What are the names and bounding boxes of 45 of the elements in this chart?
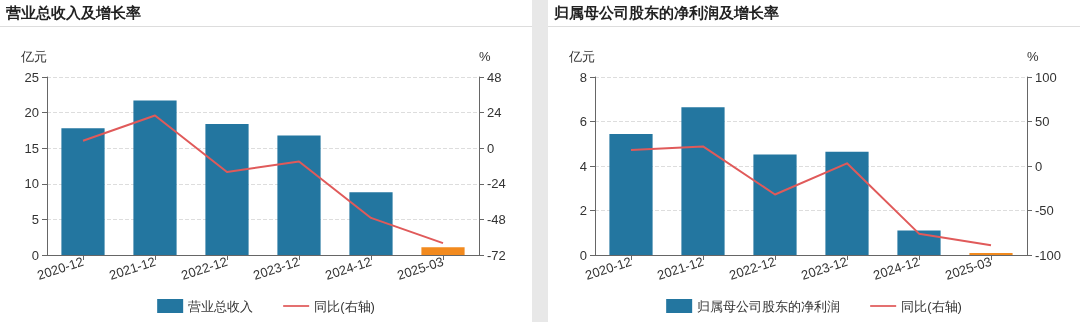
y2-tick-label: 24	[487, 105, 502, 121]
y2-tick-label: 0	[487, 140, 495, 156]
bar	[133, 100, 177, 255]
bar	[681, 107, 725, 255]
y-axis-title: 亿元	[20, 49, 47, 64]
bar	[205, 123, 249, 255]
bar	[421, 247, 465, 255]
bar	[897, 230, 941, 255]
y-tick-label: 0	[579, 247, 587, 263]
y-tick-label: 2	[579, 203, 587, 218]
line-series	[630, 145, 992, 247]
y2-tick-label: -48	[487, 211, 506, 227]
chart-title: 归属母公司股东的净利润及增长率	[548, 0, 1080, 27]
chart-title: 营业总收入及增长率	[0, 0, 532, 27]
y-tick-label: 4	[579, 158, 587, 174]
y2-tick-label: 100	[1035, 69, 1057, 85]
y-tick-label: 8	[579, 69, 587, 85]
bar	[61, 128, 105, 255]
legend-label: 同比(右轴)	[901, 298, 962, 314]
y-tick-label: 15	[24, 140, 39, 156]
bar	[609, 133, 653, 255]
legend-label: 营业总收入	[188, 298, 254, 314]
y2-tick-label: 0	[1035, 158, 1043, 174]
y2-tick-label: 50	[1035, 114, 1050, 129]
y2-axis-title: %	[479, 49, 491, 64]
y2-axis-title: %	[1027, 49, 1039, 64]
legend-label: 同比(右轴)	[314, 298, 375, 314]
y-tick-label: 10	[24, 176, 39, 192]
y-tick-label: 20	[24, 105, 39, 121]
y-tick-label: 6	[579, 114, 587, 129]
y2-tick-label: -24	[487, 176, 506, 192]
bar	[277, 135, 321, 255]
y2-tick-label: -50	[1035, 203, 1054, 218]
line-series	[82, 114, 444, 245]
legend-label: 归属母公司股东的净利润	[697, 298, 841, 314]
y2-tick-label: 48	[487, 69, 502, 85]
y-tick-label: 0	[31, 247, 39, 263]
bar	[753, 154, 797, 255]
y2-tick-label: -100	[1035, 247, 1062, 263]
y2-tick-label: -72	[487, 247, 506, 263]
y-axis-title: 亿元	[568, 49, 595, 64]
bar	[349, 192, 393, 255]
y-tick-label: 5	[31, 211, 39, 227]
y-tick-label: 25	[24, 69, 39, 85]
bar	[825, 151, 869, 255]
